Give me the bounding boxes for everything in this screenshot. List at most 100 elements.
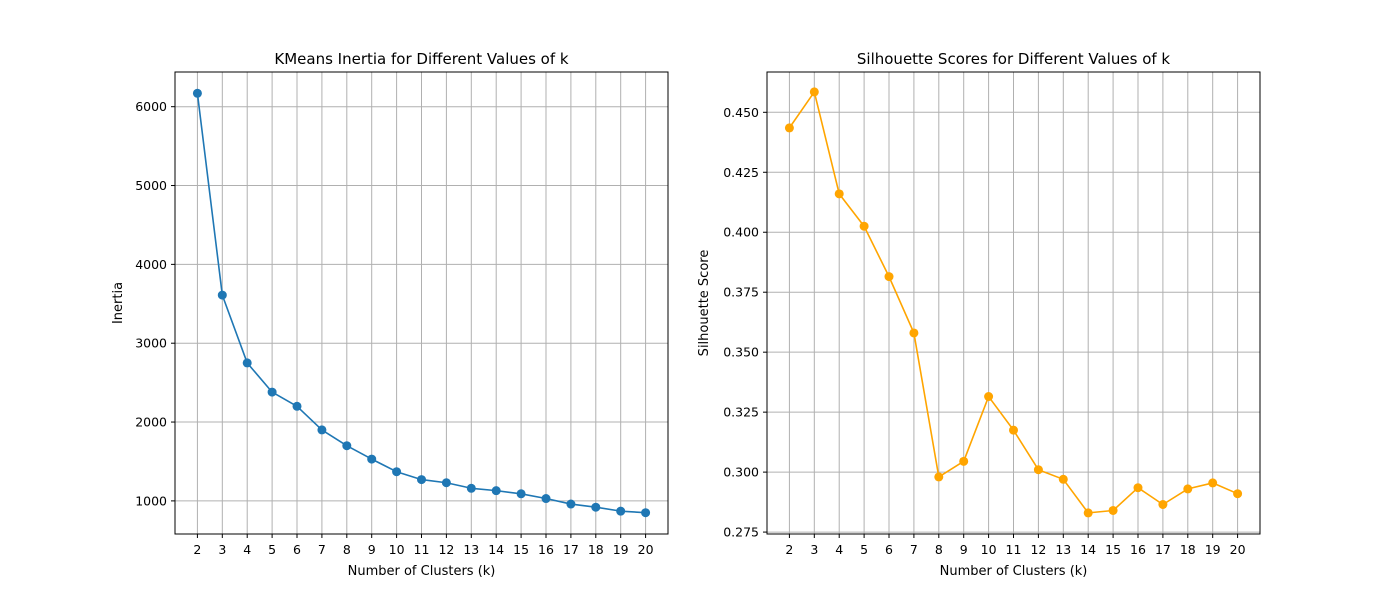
data-point <box>616 506 626 516</box>
silhouette-chart: 2 3 4 5 6 7 8 9 10 11 12 13 14 15 16 17 18 19 20 0.275 0.300… <box>697 50 1261 579</box>
data-point <box>1033 465 1043 475</box>
x-tick-label: 13 <box>463 542 479 557</box>
y-tick-label: 4000 <box>135 257 167 272</box>
x-tick-label: 16 <box>538 542 554 557</box>
x-tick-label: 20 <box>638 542 654 557</box>
x-tick-label: 6 <box>885 542 893 557</box>
x-tick-label: 6 <box>293 542 301 557</box>
plot-border <box>174 71 669 535</box>
x-tick-label: 18 <box>588 542 604 557</box>
chart-title: Silhouette Scores for Different Values o… <box>857 50 1171 68</box>
x-tick-label: 7 <box>318 542 326 557</box>
data-point <box>417 475 426 485</box>
y-axis-label: Inertia <box>111 282 126 324</box>
data-point <box>292 401 302 411</box>
x-tick-label: 3 <box>218 542 226 557</box>
data-point <box>834 189 844 199</box>
data-point <box>784 123 794 133</box>
x-tick-label: 7 <box>910 542 918 557</box>
y-tick-label: 5000 <box>135 178 167 193</box>
data-point <box>516 489 526 499</box>
data-point <box>491 486 501 496</box>
data-point <box>934 472 944 482</box>
x-tick-label: 10 <box>981 542 997 557</box>
y-tick-label: 0.300 <box>723 465 759 480</box>
data-point <box>1208 478 1218 488</box>
x-tick-label: 2 <box>785 542 793 557</box>
x-tick-label: 9 <box>368 542 376 557</box>
axes: 2 3 4 5 6 7 8 9 10 11 12 13 14 15 16 17 18 19 20 0.275 0.300… <box>723 105 1245 557</box>
data-point <box>1158 499 1168 509</box>
y-tick-label: 0.350 <box>723 345 759 360</box>
data-point <box>959 456 969 466</box>
data-point <box>859 221 869 231</box>
y-axis-label: Silhouette Score <box>697 250 712 357</box>
x-tick-label: 14 <box>1080 542 1096 557</box>
data-point <box>367 454 377 464</box>
x-tick-label: 5 <box>268 542 276 557</box>
data-point <box>267 387 277 397</box>
axes: 2 3 4 5 6 7 8 9 10 11 12 13 14 15 16 17 18 19 20 1000 2000 30… <box>135 99 653 557</box>
data-point <box>1183 484 1193 494</box>
x-tick-label: 15 <box>513 542 529 557</box>
data-point <box>884 272 894 282</box>
data-point <box>242 358 252 368</box>
x-tick-label: 17 <box>1155 542 1171 557</box>
data-point <box>1233 489 1243 499</box>
x-tick-label: 10 <box>389 542 405 557</box>
x-axis-label: Number of Clusters (k) <box>348 564 496 579</box>
x-tick-label: 19 <box>613 542 629 557</box>
data-point <box>441 478 451 488</box>
data-point <box>466 483 476 493</box>
x-tick-label: 9 <box>960 542 968 557</box>
x-tick-label: 12 <box>438 542 454 557</box>
x-tick-label: 12 <box>1030 542 1046 557</box>
inertia-chart: 2 3 4 5 6 7 8 9 10 11 12 13 14 15 16 17 18 19 20 1000 2000 30… <box>111 50 669 579</box>
plot-border <box>766 71 1261 535</box>
y-tick-label: 6000 <box>135 99 167 114</box>
y-tick-label: 3000 <box>135 336 167 351</box>
x-tick-label: 20 <box>1230 542 1246 557</box>
data-point <box>541 494 551 504</box>
x-tick-label: 14 <box>488 542 504 557</box>
x-axis-label: Number of Clusters (k) <box>940 564 1088 579</box>
x-tick-label: 4 <box>835 542 843 557</box>
data-point <box>809 87 819 97</box>
x-tick-label: 19 <box>1205 542 1221 557</box>
data-point <box>1133 483 1143 493</box>
y-tick-label: 0.325 <box>723 405 759 420</box>
y-tick-label: 0.275 <box>723 525 759 540</box>
x-tick-label: 13 <box>1055 542 1071 557</box>
y-tick-label: 0.400 <box>723 225 759 240</box>
data-point <box>1058 474 1068 484</box>
chart-title: KMeans Inertia for Different Values of k <box>274 50 569 68</box>
data-point <box>317 425 327 435</box>
x-tick-label: 11 <box>414 542 430 557</box>
series <box>784 87 1243 518</box>
y-tick-label: 0.375 <box>723 285 759 300</box>
x-tick-label: 8 <box>935 542 943 557</box>
x-tick-label: 17 <box>563 542 579 557</box>
x-tick-label: 16 <box>1130 542 1146 557</box>
data-point <box>1083 508 1093 518</box>
x-tick-label: 8 <box>343 542 351 557</box>
data-point <box>392 467 402 477</box>
x-tick-label: 5 <box>860 542 868 557</box>
x-tick-label: 4 <box>243 542 251 557</box>
y-tick-label: 2000 <box>135 415 167 430</box>
data-point <box>1108 505 1118 515</box>
grid <box>767 72 1260 534</box>
grid <box>175 72 668 534</box>
data-point <box>217 290 227 300</box>
data-point <box>1009 425 1018 435</box>
data-point <box>641 508 651 518</box>
data-point <box>342 441 352 451</box>
x-tick-label: 3 <box>810 542 818 557</box>
data-point <box>591 502 601 512</box>
y-tick-label: 0.450 <box>723 105 759 120</box>
x-tick-label: 18 <box>1180 542 1196 557</box>
data-point <box>566 499 576 509</box>
x-tick-label: 2 <box>193 542 201 557</box>
y-tick-label: 1000 <box>135 493 167 508</box>
